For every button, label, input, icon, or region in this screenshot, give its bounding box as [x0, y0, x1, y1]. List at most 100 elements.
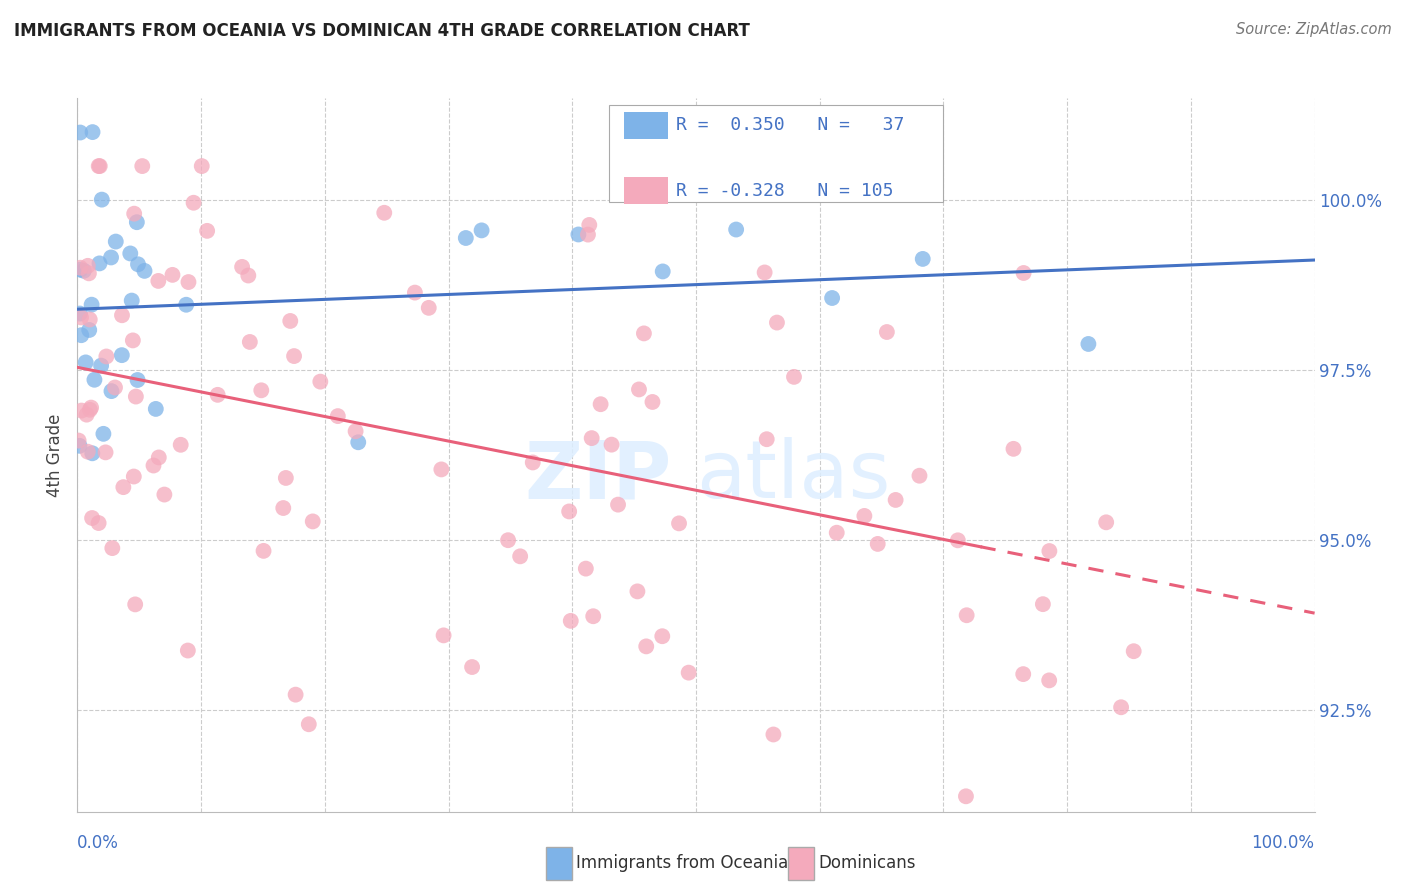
- Point: [1095, 516, 1118, 530]
- Point: [1109, 700, 1132, 714]
- Point: [148, 274, 170, 288]
- Point: [607, 498, 630, 512]
- Point: [69, 260, 91, 275]
- Point: [1038, 673, 1060, 688]
- Text: atlas: atlas: [696, 437, 890, 516]
- Point: [195, 224, 218, 238]
- Point: [1002, 442, 1025, 456]
- Text: 100.0%: 100.0%: [1251, 834, 1315, 852]
- Point: [153, 487, 176, 501]
- Point: [1038, 544, 1060, 558]
- Point: [274, 471, 297, 485]
- Point: [651, 629, 673, 643]
- Point: [454, 231, 477, 245]
- Point: [111, 308, 134, 322]
- Point: [762, 727, 785, 741]
- Point: [231, 260, 253, 274]
- Point: [134, 264, 156, 278]
- Point: [69, 126, 91, 140]
- Point: [373, 206, 395, 220]
- Point: [162, 268, 184, 282]
- Point: [111, 348, 134, 362]
- Point: [67, 434, 90, 448]
- Point: [471, 223, 494, 237]
- Point: [177, 643, 200, 657]
- Point: [100, 384, 122, 398]
- Point: [911, 252, 934, 266]
- Point: [96, 350, 118, 364]
- Point: [69, 262, 91, 277]
- Point: [120, 246, 142, 260]
- FancyBboxPatch shape: [624, 178, 668, 204]
- Point: [575, 561, 598, 575]
- Point: [955, 789, 977, 804]
- Point: [80, 298, 103, 312]
- Point: [634, 159, 657, 173]
- Point: [522, 455, 544, 469]
- Text: Source: ZipAtlas.com: Source: ZipAtlas.com: [1236, 22, 1392, 37]
- Point: [558, 504, 581, 518]
- Point: [170, 438, 193, 452]
- Point: [1077, 337, 1099, 351]
- Point: [177, 275, 200, 289]
- Point: [326, 409, 349, 423]
- Point: [578, 218, 600, 232]
- Point: [70, 310, 93, 325]
- Point: [432, 628, 454, 642]
- Point: [238, 268, 260, 283]
- Point: [94, 445, 117, 459]
- Point: [496, 533, 519, 548]
- Point: [125, 215, 148, 229]
- Point: [190, 159, 212, 173]
- Point: [77, 266, 100, 280]
- Point: [207, 388, 229, 402]
- Point: [145, 401, 167, 416]
- Point: [77, 323, 100, 337]
- Point: [956, 608, 979, 623]
- Point: [76, 444, 98, 458]
- Point: [783, 369, 806, 384]
- Point: [509, 549, 531, 564]
- Point: [636, 640, 658, 654]
- Point: [80, 401, 103, 415]
- Point: [908, 468, 931, 483]
- Point: [754, 265, 776, 279]
- Point: [100, 251, 122, 265]
- Point: [124, 598, 146, 612]
- Point: [76, 408, 98, 422]
- Point: [581, 431, 603, 445]
- Point: [309, 375, 332, 389]
- FancyBboxPatch shape: [609, 105, 943, 202]
- Point: [725, 222, 748, 236]
- Point: [131, 159, 153, 173]
- Point: [69, 307, 91, 321]
- Point: [73, 264, 96, 278]
- Text: R = -0.328   N = 105: R = -0.328 N = 105: [676, 182, 894, 200]
- Point: [1032, 597, 1054, 611]
- Point: [121, 334, 143, 348]
- Point: [866, 537, 889, 551]
- Point: [104, 380, 127, 394]
- Point: [461, 660, 484, 674]
- Point: [104, 235, 127, 249]
- Point: [101, 541, 124, 555]
- Point: [668, 516, 690, 531]
- Point: [125, 390, 148, 404]
- Point: [83, 373, 105, 387]
- Point: [600, 437, 623, 451]
- Y-axis label: 4th Grade: 4th Grade: [46, 413, 65, 497]
- Point: [626, 584, 648, 599]
- Point: [142, 458, 165, 473]
- Point: [678, 665, 700, 680]
- Point: [112, 480, 135, 494]
- Text: Dominicans: Dominicans: [818, 855, 915, 872]
- Point: [589, 397, 612, 411]
- Point: [404, 285, 426, 300]
- Point: [183, 195, 205, 210]
- Point: [122, 469, 145, 483]
- Point: [127, 373, 149, 387]
- Text: R =  0.350   N =   37: R = 0.350 N = 37: [676, 116, 904, 134]
- Point: [651, 264, 673, 278]
- Point: [576, 227, 599, 242]
- Point: [87, 159, 110, 173]
